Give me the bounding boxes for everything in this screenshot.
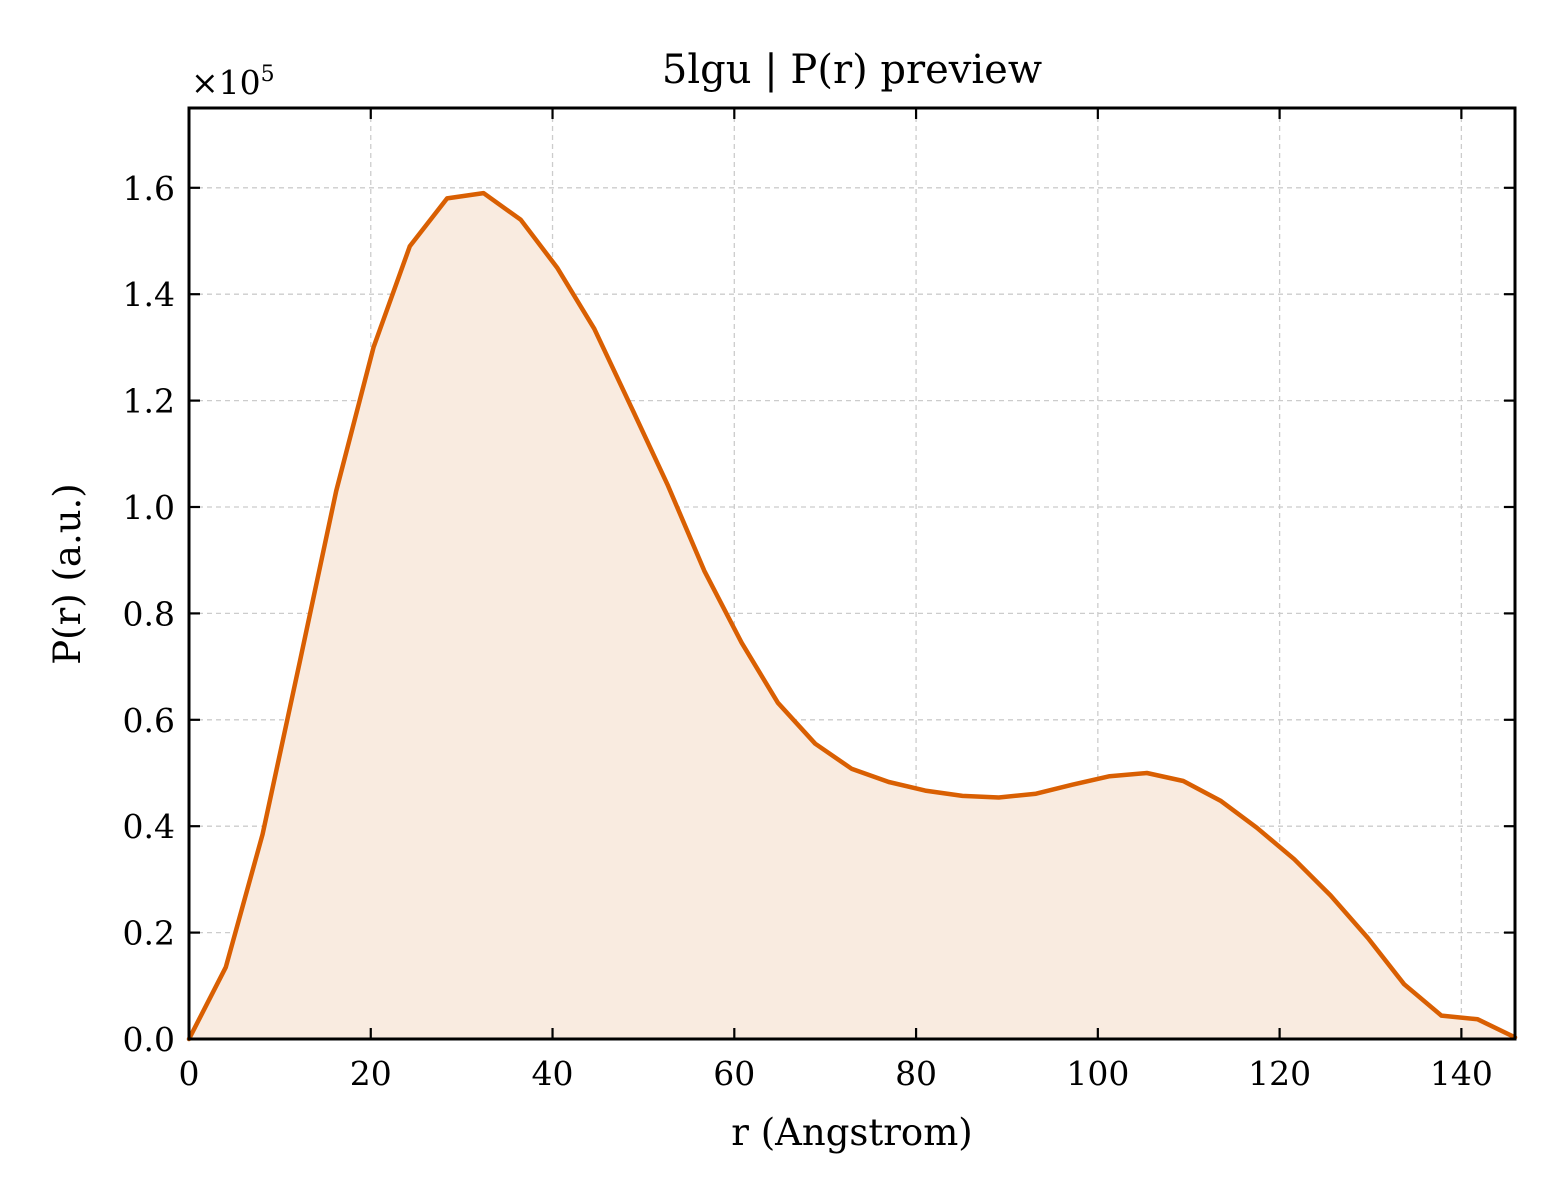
- y-offset-exponent: 5: [261, 62, 275, 87]
- x-tick-label: 60: [713, 1054, 755, 1093]
- y-tick-label: 0.0: [123, 1020, 175, 1059]
- y-tick-label: 0.6: [123, 701, 175, 740]
- y-offset-text: ×105: [191, 62, 275, 102]
- y-tick-label: 1.0: [123, 488, 175, 527]
- chart-title: 5lgu | P(r) preview: [662, 47, 1042, 93]
- x-tick-label: 40: [532, 1054, 574, 1093]
- y-tick-label: 0.4: [123, 807, 175, 846]
- y-tick-label: 0.8: [123, 594, 175, 633]
- x-tick-label: 100: [1066, 1054, 1129, 1093]
- x-tick-label: 20: [350, 1054, 392, 1093]
- area-layer: [186, 190, 1518, 1042]
- plot-frame: [187, 106, 1517, 1041]
- y-offset-base: ×10: [191, 63, 261, 102]
- y-tick-label: 1.4: [123, 275, 175, 314]
- ticks: 0 20 40 60 80 100 120 140 0.0 0.2 0.4 0.6 0.8 1.0 1.2 1…: [123, 108, 1515, 1093]
- y-tick-label: 0.2: [123, 914, 175, 953]
- x-tick-label: 140: [1430, 1054, 1493, 1093]
- area-fill: [189, 193, 1515, 1040]
- x-tick-label: 0: [179, 1054, 200, 1093]
- x-tick-label: 80: [895, 1054, 937, 1093]
- plot-border: [187, 106, 1517, 1041]
- y-axis-label: P(r) (a.u.): [46, 483, 89, 665]
- y-tick-label: 1.6: [123, 169, 175, 208]
- y-tick-label: 1.2: [123, 382, 175, 421]
- series-line: [186, 190, 1518, 1042]
- x-tick-label: 120: [1248, 1054, 1311, 1093]
- x-axis-label: r (Angstrom): [731, 1111, 972, 1154]
